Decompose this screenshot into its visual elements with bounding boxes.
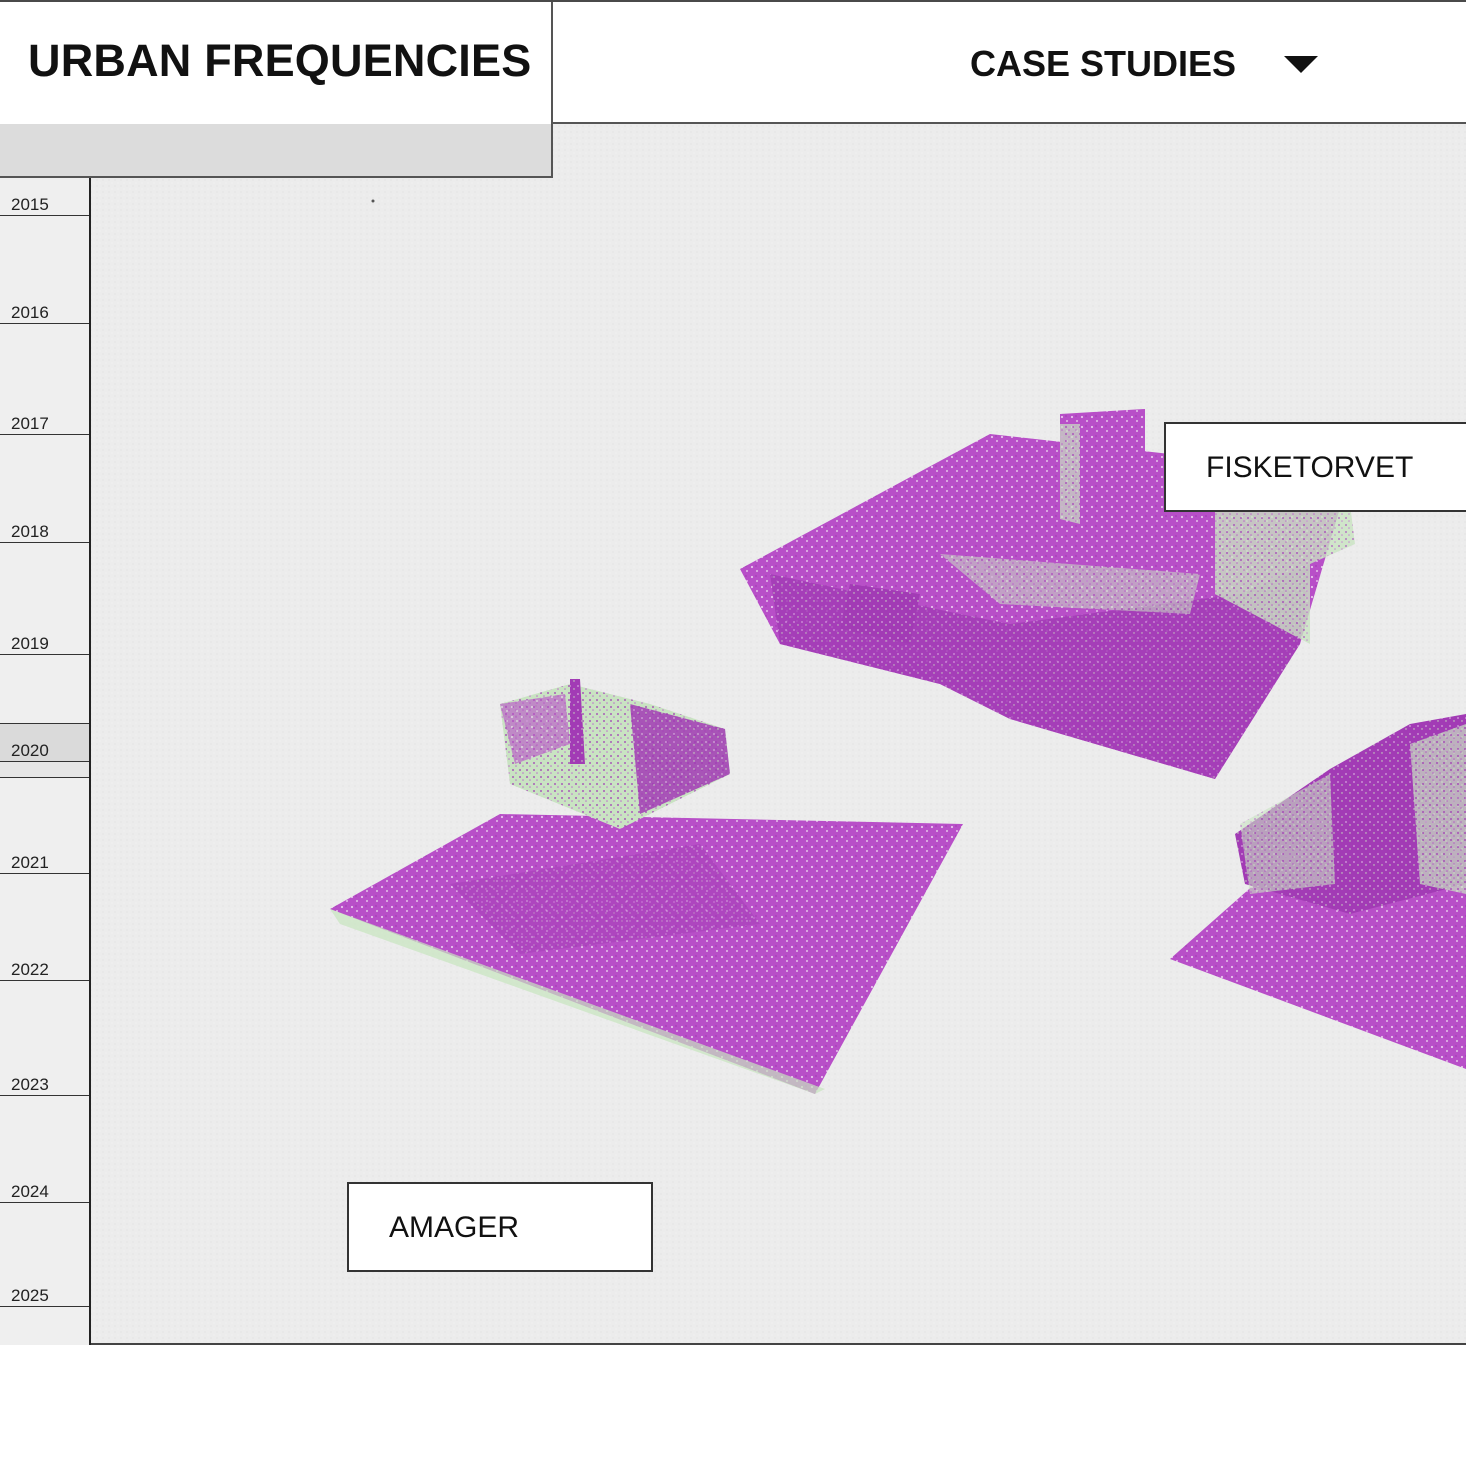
timeline-year-2019[interactable]: 2019 [0,543,89,655]
map-canvas[interactable]: FISKETORVET AMAGER [0,124,1466,1345]
timeline-year-2020-selected[interactable]: 2020 [0,723,89,778]
top-header: URBAN FREQUENCIES CASE STUDIES [0,0,1466,126]
site-label-fisketorvet[interactable]: FISKETORVET [1164,422,1466,512]
year-timeline[interactable]: 2015 2016 2017 2018 2019 2020 2021 2022 … [0,178,91,1345]
site-label-amager[interactable]: AMAGER [347,1182,653,1272]
case-studies-dropdown[interactable]: CASE STUDIES [962,36,1326,92]
year-label: 2017 [11,414,49,433]
year-label: 2025 [11,1286,49,1305]
timeline-year-2015[interactable]: 2015 [0,178,89,216]
timeline-year-2022[interactable]: 2022 [0,874,89,981]
timeline-year-2018[interactable]: 2018 [0,435,89,543]
year-label: 2021 [11,853,49,872]
year-label: 2016 [11,303,49,322]
fisketorvet-point-cloud [740,409,1355,779]
point-cloud-scene [0,124,1466,1343]
year-label: 2024 [11,1182,49,1201]
year-label: 2020 [11,741,49,760]
title-box: URBAN FREQUENCIES [0,2,553,126]
third-site-point-cloud [1170,714,1466,1069]
timeline-year-2021[interactable]: 2021 [0,778,89,874]
app-title[interactable]: URBAN FREQUENCIES [28,35,532,86]
dropdown-label: CASE STUDIES [970,43,1237,84]
timeline-year-2025[interactable]: 2025 [0,1203,89,1307]
year-label: 2019 [11,634,49,653]
map-background [0,124,1466,1343]
caret-down-icon [1284,55,1319,73]
year-label: 2023 [11,1075,49,1094]
amager-point-cloud [330,679,963,1094]
title-underbar [0,124,553,178]
timeline-year-2016[interactable]: 2016 [0,216,89,324]
footer-blank [0,1346,1466,1468]
site-label-text: AMAGER [389,1211,520,1244]
timeline-year-2017[interactable]: 2017 [0,324,89,435]
year-label: 2015 [11,195,49,214]
timeline-year-2024[interactable]: 2024 [0,1096,89,1203]
timeline-year-2023[interactable]: 2023 [0,981,89,1096]
year-label: 2018 [11,522,49,541]
site-label-text: FISKETORVET [1206,451,1414,484]
year-label: 2022 [11,960,49,979]
